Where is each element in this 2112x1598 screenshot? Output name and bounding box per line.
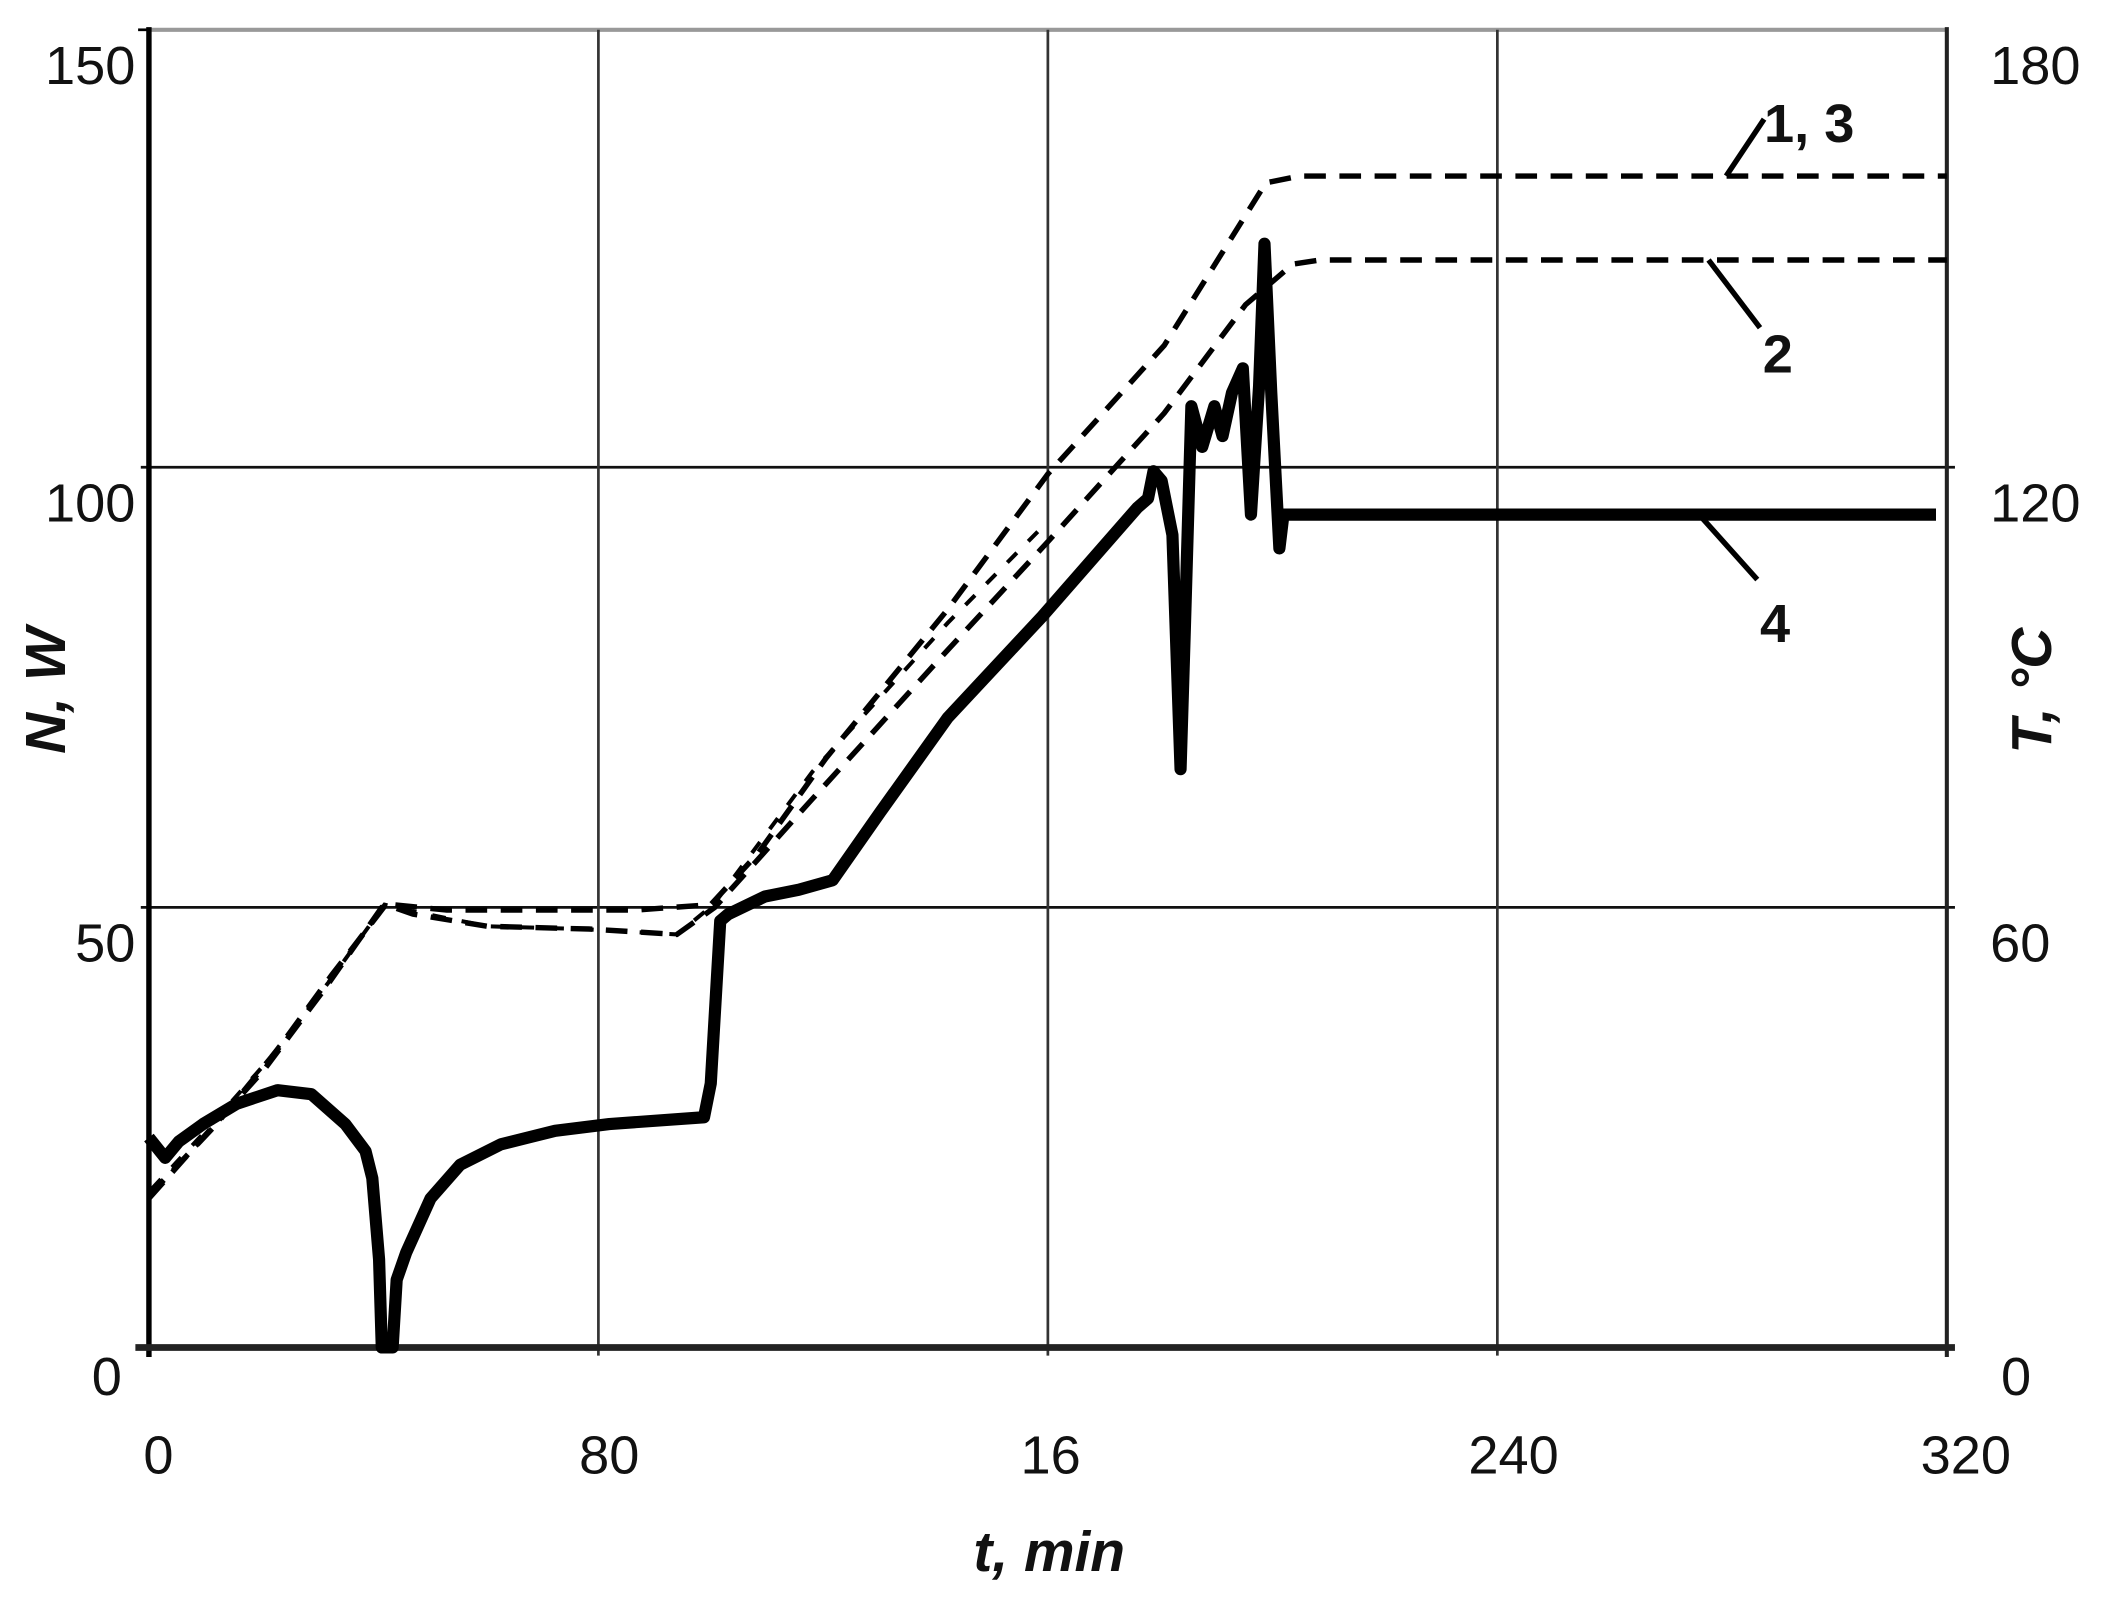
series-1-3-line-twin [150,519,1050,1191]
y-left-tick-50: 50 [75,914,135,974]
x-tick-80: 80 [579,1425,639,1485]
x-tick-160: 16 [1020,1425,1080,1485]
y-left-axis-title: N, W [15,623,78,754]
y-right-tick-0: 0 [2001,1347,2031,1407]
series-4-label: 4 [1760,594,1790,654]
series-4-leader [1697,512,1760,582]
series-2-leader [1706,258,1763,330]
x-axis-title: t, min [973,1521,1125,1584]
x-tick-0: 0 [143,1425,173,1485]
series-1-3-line [146,173,1947,1201]
series-1-3-leader [1723,117,1767,178]
series-2-label: 2 [1763,324,1793,384]
series-1-3-label: 1, 3 [1764,94,1854,154]
y-left-tick-100: 100 [45,473,135,533]
y-right-tick-120: 120 [1990,473,2080,533]
x-tick-320: 320 [1921,1425,2011,1485]
y-left-tick-0: 0 [92,1347,122,1407]
y-left-tick-150: 150 [45,36,135,96]
y-right-tick-60: 60 [1990,914,2050,974]
series-2-line [146,257,1947,1198]
y-right-tick-180: 180 [1990,36,2080,96]
y-right-axis-title: T, °C [2001,627,2064,754]
x-tick-240: 240 [1468,1425,1558,1485]
series-4-line [144,237,1936,1354]
